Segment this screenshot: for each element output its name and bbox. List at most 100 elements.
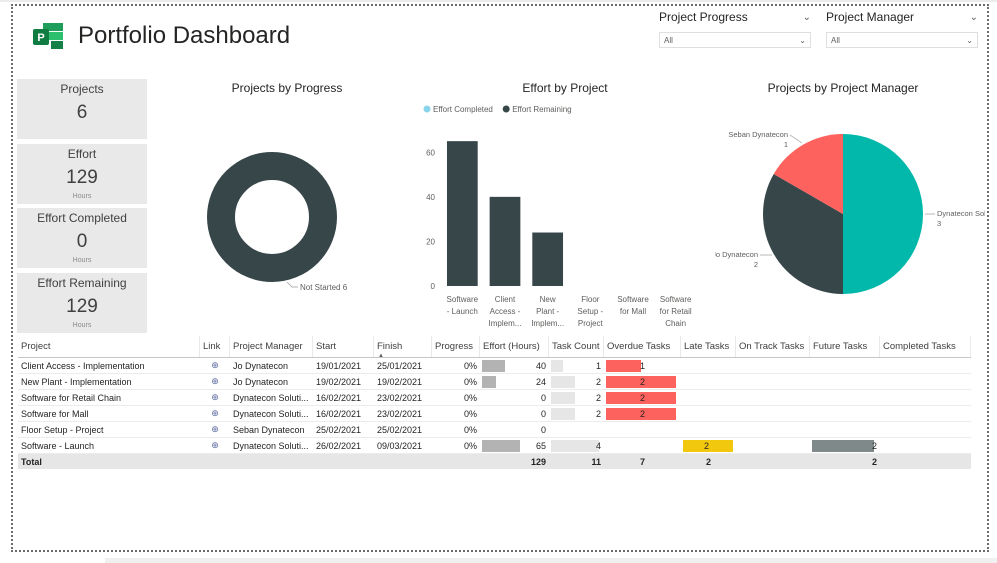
pie-label-value: 2 [754,260,758,269]
cell-project: Floor Setup - Project [21,424,104,435]
column-header[interactable]: Task Count [549,336,604,357]
slicer-label: Project Manager [826,10,915,24]
slicer-value: All [831,35,840,45]
column-header[interactable]: Finish ▲ [374,336,432,357]
cell-project: Software - Launch [21,440,95,451]
link-icon[interactable]: ⊕ [211,376,219,386]
pie-slice[interactable] [843,134,923,294]
page-tabs-strip [105,558,997,563]
x-tick-label: New [540,295,556,304]
total-cell: Total [21,456,42,467]
total-cell: 129 [530,456,546,467]
total-cell [432,454,480,469]
card-effort-completed[interactable]: Effort Completed 0 Hours [17,208,147,268]
column-header[interactable]: On Track Tasks [736,336,810,357]
column-header[interactable]: Project [18,336,200,357]
card-value: 129 [66,296,98,317]
table-row[interactable]: New Plant - Implementation ⊕ Jo Dynatecon 1… [18,374,971,390]
bar-effort-remaining[interactable] [489,196,521,286]
cell-future [810,358,880,373]
leader-line [286,281,298,288]
cell-progress: 0% [463,376,477,387]
pie-slice[interactable] [773,134,843,214]
cell-link: ⊕ [200,358,230,373]
cell-on-track [736,390,810,405]
table-row[interactable]: Software - Launch ⊕ Dynatecon Soluti... 26/… [18,438,971,454]
card-label: Projects [60,82,104,96]
link-icon[interactable]: ⊕ [211,424,219,434]
table-row[interactable]: Floor Setup - Project ⊕ Seban Dynatecon 25/… [18,422,971,438]
cell-effort: 65 [480,438,549,453]
table-body: Client Access - Implementation ⊕ Jo Dynate… [18,358,971,454]
column-header[interactable]: Completed Tasks [880,336,971,357]
slicer-project-manager[interactable]: Project Manager ⌄ All ⌄ [826,8,978,48]
table-row[interactable]: Software for Retail Chain ⊕ Dynatecon Solu… [18,390,971,406]
column-header[interactable]: Late Tasks [681,336,736,357]
pie-slice[interactable] [763,174,843,294]
cell-finish: 09/03/2021 [377,440,423,451]
cell-manager: Seban Dynatecon [233,424,305,435]
cell-overdue [604,438,681,453]
donut-slice-not-started[interactable] [207,152,337,282]
chevron-down-icon[interactable]: ⌄ [802,11,811,23]
table-row[interactable]: Software for Mall ⊕ Dynatecon Soluti... 16/… [18,406,971,422]
cell-task-count: 4 [549,438,604,453]
data-bar [812,440,874,452]
y-tick-label: 0 [431,282,436,291]
cell-effort: 0 [540,408,546,419]
cell-on-track [736,438,810,453]
x-tick-label: Software [660,295,692,304]
cell-link: ⊕ [200,406,230,421]
cell-completed [880,438,971,453]
data-bar [551,376,575,388]
cell-start: 19/02/2021 [316,376,362,387]
x-tick-label: Implem... [489,319,522,328]
data-bar [606,360,641,372]
card-effort-remaining[interactable]: Effort Remaining 129 Hours [17,273,147,333]
x-tick-label: Implem... [531,319,564,328]
chevron-down-icon: ⌄ [966,35,973,45]
column-header[interactable]: Progress [432,336,480,357]
card-projects[interactable]: Projects 6 [17,79,147,139]
leader-line [789,134,803,144]
x-tick-label: for Mall [620,307,646,316]
column-header[interactable]: Overdue Tasks [604,336,681,357]
column-header[interactable]: Start [313,336,374,357]
page-title: Portfolio Dashboard [78,22,291,49]
total-cell: 11 [591,456,601,467]
cell-completed [880,406,971,421]
cell-manager: Jo Dynatecon [233,360,289,371]
cell-project: Software for Mall [21,408,89,419]
link-icon[interactable]: ⊕ [211,360,219,370]
chevron-down-icon[interactable]: ⌄ [969,11,978,23]
cell-start: 19/01/2021 [316,360,362,371]
column-header[interactable]: Effort (Hours) [480,336,549,357]
pie-label-value: 3 [937,219,941,228]
column-header[interactable]: Future Tasks [810,336,880,357]
cell-task-count: 1 [549,358,604,373]
card-effort[interactable]: Effort 129 Hours [17,144,147,204]
cell-overdue: 2 [604,374,681,389]
column-header[interactable]: Link [200,336,230,357]
cell-overdue: 2 [604,406,681,421]
pie-label-name: Dynatecon Sol... [937,209,985,218]
card-value: 129 [66,167,98,188]
data-bar [606,392,676,404]
cell-future: 2 [810,438,880,453]
sort-ascending-icon[interactable]: ▲ [378,353,384,357]
link-icon[interactable]: ⊕ [211,408,219,418]
total-cell [230,454,313,469]
bar-effort-remaining[interactable] [446,141,478,286]
total-cell [200,454,230,469]
link-icon[interactable]: ⊕ [211,392,219,402]
column-header[interactable]: Project Manager [230,336,313,357]
slicer-dropdown[interactable]: All ⌄ [659,32,811,48]
bar-effort-remaining[interactable] [532,232,564,286]
slicer-dropdown[interactable]: All ⌄ [826,32,978,48]
donut-chart-progress[interactable]: Not Started 6 [185,140,385,315]
link-icon[interactable]: ⊕ [211,440,219,450]
slicer-project-progress[interactable]: Project Progress ⌄ All ⌄ [659,8,811,48]
bar-chart-effort[interactable]: Effort Completed Effort Remaining 0 20 40 60 S… [415,100,705,332]
table-row[interactable]: Client Access - Implementation ⊕ Jo Dynate… [18,358,971,374]
